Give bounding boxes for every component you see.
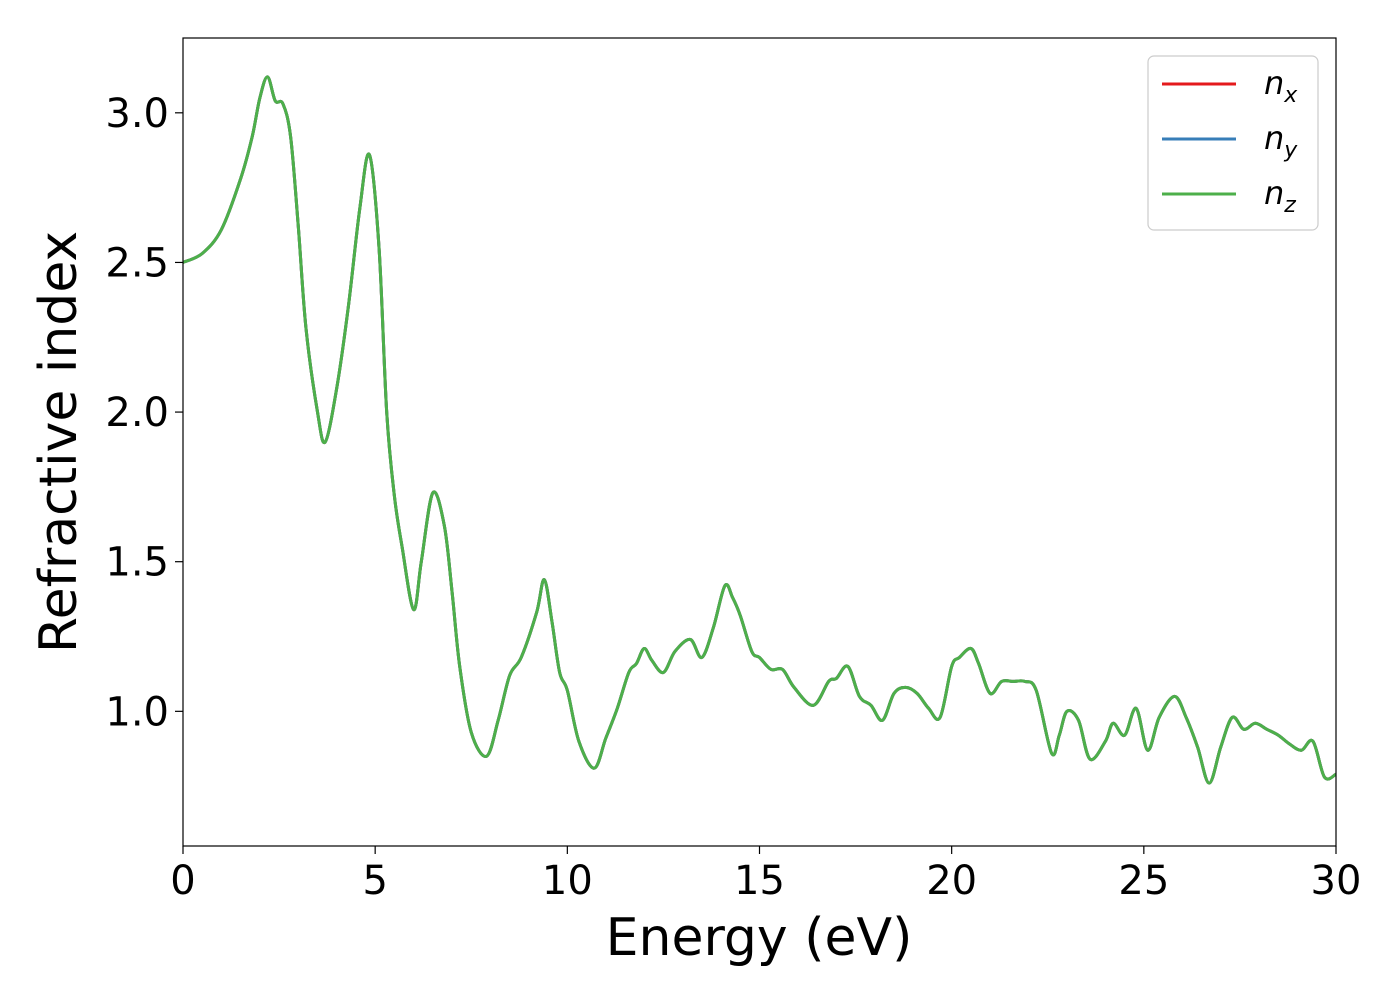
y-tick-label: 2.5 — [105, 240, 169, 286]
x-tick-label: 30 — [1311, 858, 1362, 904]
legend-label-n-x: nx — [1264, 64, 1298, 108]
legend-box — [1147, 55, 1319, 231]
plot-lines — [183, 75, 1336, 785]
x-tick-label: 0 — [170, 858, 195, 904]
y-axis-ticks: 1.0 1.5 2.0 2.5 3.0 — [105, 91, 183, 735]
series-line-n-z — [183, 75, 1336, 785]
x-axis-label: Energy (eV) — [606, 908, 913, 968]
y-tick-label: 1.0 — [105, 689, 169, 735]
x-axis-ticks: 0 5 10 15 20 25 30 — [170, 846, 1361, 904]
y-tick-label: 2.0 — [105, 390, 169, 436]
x-tick-label: 5 — [362, 858, 387, 904]
y-axis-label: Refractive index — [29, 231, 89, 653]
x-tick-label: 20 — [926, 858, 977, 904]
y-tick-label: 3.0 — [105, 91, 169, 137]
x-tick-label: 25 — [1118, 858, 1169, 904]
y-tick-label: 1.5 — [105, 540, 169, 586]
x-tick-label: 10 — [542, 858, 593, 904]
x-tick-label: 15 — [734, 858, 785, 904]
